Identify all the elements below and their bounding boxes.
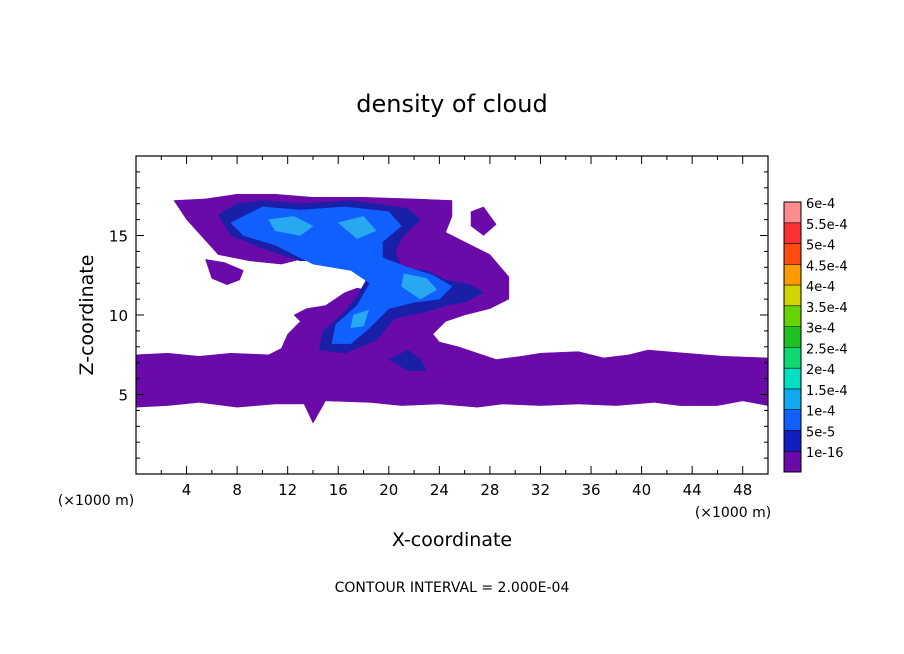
- cloud-1e-4-region-1: [230, 206, 453, 344]
- cloud-1.5e-4-region-1: [268, 216, 314, 236]
- x-axis-label: X-coordinate: [392, 529, 512, 551]
- colorbar-swatch: [784, 326, 801, 348]
- cloud-base-1e-16-region-3: [470, 206, 497, 236]
- x-tick-label: 16: [329, 481, 348, 499]
- x-axis-unit-label: (×1000 m): [695, 505, 771, 521]
- y-tick-label: 5: [118, 387, 128, 405]
- x-tick-label: 36: [581, 481, 600, 499]
- x-tick-label: 48: [733, 481, 752, 499]
- y-axis-unit-label: (×1000 m): [58, 493, 134, 509]
- x-tick-label: 32: [531, 481, 550, 499]
- cloud-1.5e-4-region-2: [337, 216, 377, 239]
- colorbar-label: 1.5e-4: [806, 384, 848, 399]
- x-tick-label: 20: [379, 481, 398, 499]
- colorbar-label: 1e-4: [806, 405, 835, 420]
- y-tick-label: 15: [109, 228, 128, 246]
- contour-fill-layer: [135, 193, 769, 424]
- colorbar-label: 4e-4: [806, 280, 835, 295]
- colorbar-swatch: [784, 368, 801, 390]
- chart-title: density of cloud: [356, 90, 547, 118]
- cloud-base-1e-16-region-2: [205, 259, 244, 286]
- colorbar-swatch: [784, 409, 801, 431]
- cloud-1.5e-4-region-4: [350, 309, 369, 328]
- x-tick-label: 40: [632, 481, 651, 499]
- colorbar-label: 1e-16: [806, 446, 844, 461]
- colorbar-frame: [783, 201, 802, 473]
- y-axis-label: Z-coordinate: [76, 255, 98, 376]
- contour-interval-note: CONTOUR INTERVAL = 2.000E-04: [335, 580, 570, 596]
- cloud-5e-5-region-2: [388, 349, 427, 371]
- colorbar-label: 2e-4: [806, 363, 835, 378]
- colorbar-label: 5.5e-4: [806, 218, 848, 233]
- x-tick-labels: 4 8 12 16 20 24 28 32 36 40 44 48: [182, 481, 752, 499]
- colorbar: 6e-4 5.5e-4 5e-4 4.5e-4 4e-4 3.5e-4 3e-4 2.5e-4…: [783, 197, 848, 473]
- colorbar-swatch: [784, 202, 801, 224]
- colorbar-swatch: [784, 347, 801, 369]
- x-tick-label: 8: [232, 481, 242, 499]
- x-tick-label: 28: [480, 481, 499, 499]
- colorbar-swatch: [784, 305, 801, 327]
- x-tick-label: 44: [683, 481, 702, 499]
- colorbar-label: 2.5e-4: [806, 342, 848, 357]
- axis-ticks: [136, 156, 768, 474]
- colorbar-swatch: [784, 243, 801, 265]
- x-tick-label: 24: [430, 481, 449, 499]
- x-tick-label: 12: [278, 481, 297, 499]
- colorbar-swatch: [784, 451, 801, 473]
- colorbar-swatch: [784, 388, 801, 410]
- colorbar-label: 5e-5: [806, 425, 835, 440]
- y-tick-label: 10: [109, 307, 128, 325]
- y-tick-labels: 5 10 15: [109, 228, 128, 405]
- colorbar-label: 6e-4: [806, 197, 835, 212]
- colorbar-swatch: [784, 264, 801, 286]
- colorbar-swatch: [784, 285, 801, 307]
- colorbar-label: 5e-4: [806, 239, 835, 254]
- x-tick-label: 4: [182, 481, 192, 499]
- colorbar-label: 3e-4: [806, 322, 835, 337]
- cloud-1.5e-4-region-3: [401, 273, 438, 300]
- colorbar-label: 3.5e-4: [806, 301, 848, 316]
- colorbar-label: 4.5e-4: [806, 259, 848, 274]
- colorbar-swatch: [784, 430, 801, 452]
- colorbar-swatch: [784, 222, 801, 244]
